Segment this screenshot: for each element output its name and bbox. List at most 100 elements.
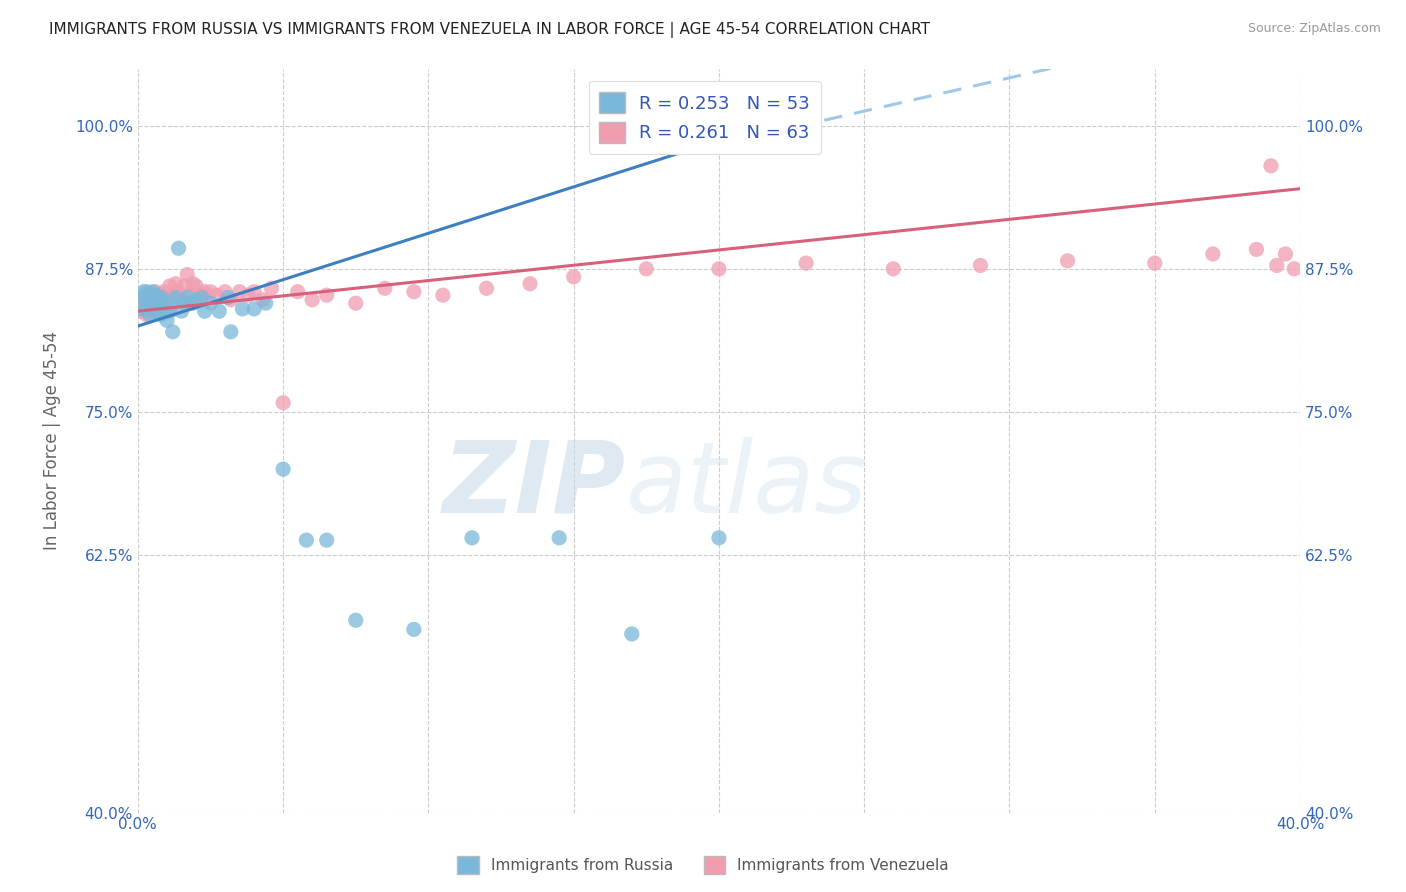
- Point: [138, 296, 160, 310]
- Point: [173, 279, 195, 293]
- Point: [254, 296, 277, 310]
- Point: [141, 288, 163, 302]
- Text: IMMIGRANTS FROM RUSSIA VS IMMIGRANTS FROM VENEZUELA IN LABOR FORCE | AGE 45-54 C: IMMIGRANTS FROM RUSSIA VS IMMIGRANTS FRO…: [49, 22, 931, 38]
- Point: [153, 285, 176, 299]
- Point: [167, 285, 190, 299]
- Point: [162, 296, 184, 310]
- Point: [181, 277, 204, 291]
- Point: [148, 304, 170, 318]
- Point: [1282, 261, 1305, 276]
- Point: [231, 301, 253, 316]
- Text: Source: ZipAtlas.com: Source: ZipAtlas.com: [1247, 22, 1381, 36]
- Point: [260, 281, 283, 295]
- Point: [1202, 247, 1225, 261]
- Point: [162, 325, 184, 339]
- Point: [141, 304, 163, 318]
- Point: [135, 293, 157, 307]
- Point: [315, 533, 337, 548]
- Point: [143, 304, 166, 318]
- Point: [150, 308, 173, 322]
- Point: [148, 301, 170, 316]
- Point: [132, 290, 155, 304]
- Point: [1260, 159, 1282, 173]
- Point: [461, 531, 484, 545]
- Point: [1274, 247, 1296, 261]
- Text: atlas: atlas: [626, 437, 868, 533]
- Legend: Immigrants from Russia, Immigrants from Venezuela: Immigrants from Russia, Immigrants from …: [451, 850, 955, 880]
- Point: [548, 531, 571, 545]
- Point: [181, 296, 204, 310]
- Point: [794, 256, 817, 270]
- Point: [271, 462, 294, 476]
- Point: [315, 288, 337, 302]
- Point: [176, 268, 198, 282]
- Point: [148, 290, 170, 304]
- Point: [143, 296, 166, 310]
- Point: [238, 288, 260, 302]
- Point: [969, 259, 991, 273]
- Point: [170, 304, 193, 318]
- Point: [129, 304, 152, 318]
- Point: [141, 301, 163, 316]
- Point: [132, 285, 155, 299]
- Point: [173, 296, 195, 310]
- Point: [184, 279, 207, 293]
- Point: [150, 301, 173, 316]
- Point: [707, 261, 730, 276]
- Text: ZIP: ZIP: [443, 437, 626, 533]
- Point: [138, 308, 160, 322]
- Point: [162, 288, 184, 302]
- Point: [150, 298, 173, 312]
- Point: [1056, 253, 1078, 268]
- Point: [228, 285, 250, 299]
- Point: [271, 396, 294, 410]
- Point: [219, 293, 242, 307]
- Point: [191, 290, 214, 304]
- Point: [143, 288, 166, 302]
- Point: [191, 288, 214, 302]
- Point: [167, 241, 190, 255]
- Point: [432, 288, 454, 302]
- Point: [165, 277, 187, 291]
- Point: [620, 627, 643, 641]
- Point: [179, 288, 201, 302]
- Point: [200, 285, 222, 299]
- Point: [344, 613, 367, 627]
- Point: [141, 285, 163, 299]
- Point: [252, 293, 274, 307]
- Point: [176, 290, 198, 304]
- Point: [156, 313, 179, 327]
- Point: [295, 533, 318, 548]
- Point: [374, 281, 396, 295]
- Point: [138, 288, 160, 302]
- Point: [205, 288, 228, 302]
- Point: [194, 304, 217, 318]
- Point: [194, 285, 217, 299]
- Point: [141, 293, 163, 307]
- Point: [129, 301, 152, 316]
- Point: [132, 296, 155, 310]
- Point: [159, 279, 181, 293]
- Point: [159, 304, 181, 318]
- Point: [344, 296, 367, 310]
- Point: [141, 296, 163, 310]
- Point: [1246, 243, 1268, 257]
- Point: [214, 285, 236, 299]
- Point: [135, 293, 157, 307]
- Point: [402, 285, 425, 299]
- Point: [243, 285, 266, 299]
- Point: [148, 296, 170, 310]
- Point: [402, 623, 425, 637]
- Point: [562, 269, 585, 284]
- Point: [1143, 256, 1166, 270]
- Point: [135, 301, 157, 316]
- Point: [138, 301, 160, 316]
- Point: [243, 301, 266, 316]
- Point: [170, 293, 193, 307]
- Y-axis label: In Labor Force | Age 45-54: In Labor Force | Age 45-54: [44, 331, 60, 550]
- Point: [135, 308, 157, 322]
- Point: [707, 531, 730, 545]
- Point: [301, 293, 323, 307]
- Point: [153, 296, 176, 310]
- Point: [165, 290, 187, 304]
